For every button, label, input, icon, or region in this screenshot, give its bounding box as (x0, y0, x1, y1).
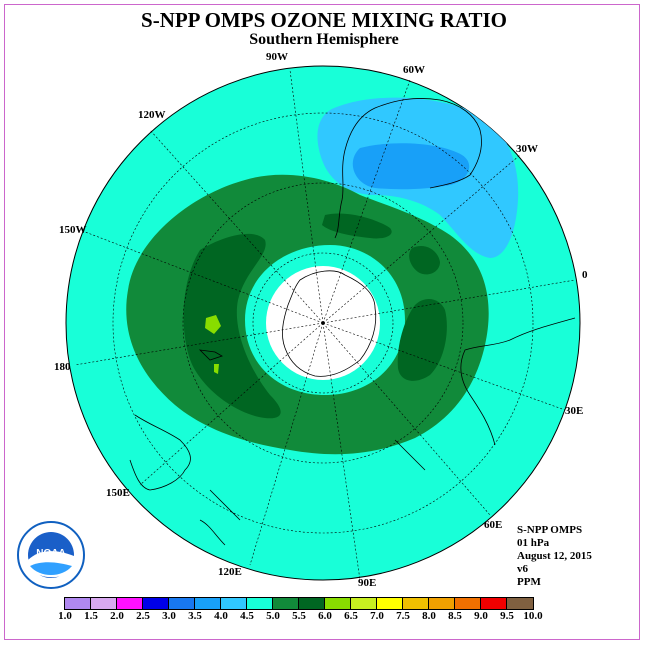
colorbar-swatch (247, 598, 273, 609)
map-title: S-NPP OMPS OZONE MIXING RATIO (141, 8, 507, 32)
lon-label-30w: 30W (516, 143, 538, 155)
lon-label-0: 0 (582, 269, 588, 281)
ozone-region-3-5 (352, 143, 470, 190)
colorbar-tick-label: 9.5 (500, 610, 514, 622)
south-pole-dot (321, 321, 325, 325)
noaa-logo-text: NOAA (36, 548, 65, 559)
coastline-islands (198, 349, 426, 546)
colorbar-tick-label: 9.0 (474, 610, 488, 622)
colorbar-swatch (91, 598, 117, 609)
info-units: PPM (517, 576, 541, 588)
figure-frame (4, 4, 640, 640)
coastline-south-america (334, 98, 482, 239)
colorbar-tick-label: 3.0 (162, 610, 176, 622)
colorbar-swatch (377, 598, 403, 609)
info-level: 01 hPa (517, 537, 550, 549)
colorbar-swatch (195, 598, 221, 609)
colorbar-tick-label: 7.0 (370, 610, 384, 622)
ozone-region-5-5-ne (409, 245, 440, 275)
colorbar-swatch (143, 598, 169, 609)
colorbar-tick-label: 5.5 (292, 610, 306, 622)
colorbar-swatch (169, 598, 195, 609)
meridian-lines (74, 69, 576, 581)
lon-label-150w: 150W (59, 224, 87, 236)
colorbar-swatch (351, 598, 377, 609)
colorbar-swatch (455, 598, 481, 609)
colorbar-tick-label: 4.0 (214, 610, 228, 622)
colorbar-tick-label: 4.5 (240, 610, 254, 622)
latitude-lines (112, 112, 534, 534)
colorbar-tick-label: 2.5 (136, 610, 150, 622)
lon-label-90e: 90E (358, 577, 376, 589)
colorbar-swatch (273, 598, 299, 609)
colorbar-swatch (65, 598, 91, 609)
colorbar-tick-label: 10.0 (523, 610, 543, 622)
colorbar-tick-label: 8.0 (422, 610, 436, 622)
colorbar-tick-label: 2.0 (110, 610, 124, 622)
colorbar-tick-label: 8.5 (448, 610, 462, 622)
coastline-antarctica (282, 270, 377, 377)
colorbar-tick-label: 6.5 (344, 610, 358, 622)
map-subtitle: Southern Hemisphere (249, 31, 399, 48)
lon-label-120e: 120E (218, 566, 242, 578)
colorbar (64, 597, 534, 610)
ozone-region-6-0-b (214, 364, 219, 374)
ozone-region-5-5-west (183, 233, 281, 419)
lon-label-120w: 120W (138, 109, 166, 121)
colorbar-tick-label: 5.0 (266, 610, 280, 622)
colorbar-tick-label: 6.0 (318, 610, 332, 622)
lon-label-30e: 30E (565, 405, 583, 417)
coastline-africa (460, 317, 576, 446)
lon-label-60e: 60E (484, 519, 502, 531)
lon-label-60w: 60W (403, 64, 425, 76)
colorbar-swatch (507, 598, 533, 609)
colorbar-swatch (403, 598, 429, 609)
colorbar-tick-label: 7.5 (396, 610, 410, 622)
info-version: v6 (517, 563, 528, 575)
lon-label-150e: 150E (106, 487, 130, 499)
colorbar-tick-label: 3.5 (188, 610, 202, 622)
colorbar-swatch (429, 598, 455, 609)
lon-label-180: 180 (54, 361, 71, 373)
ozone-region-5-5-north (322, 213, 392, 239)
colorbar-swatch (117, 598, 143, 609)
coastline-australia (129, 414, 191, 491)
info-block: S-NPP OMPS 01 hPa August 12, 2015 v6 PPM (517, 524, 592, 589)
colorbar-swatch (325, 598, 351, 609)
info-date: August 12, 2015 (517, 550, 592, 562)
colorbar-tick-label: 1.5 (84, 610, 98, 622)
colorbar-swatch (481, 598, 507, 609)
noaa-logo: NOAA (17, 521, 85, 589)
colorbar-tick-label: 1.0 (58, 610, 72, 622)
colorbar-swatch (299, 598, 325, 609)
lon-label-90w: 90W (266, 51, 288, 63)
ozone-region-5-5-east (397, 298, 447, 381)
colorbar-swatch (221, 598, 247, 609)
ozone-region-6-0-a (205, 315, 221, 334)
info-instrument: S-NPP OMPS (517, 524, 583, 536)
colorbar-ticks: 1.0 1.5 2.0 2.5 3.0 3.5 4.0 4.5 5.0 5.5 6.0 6.5 7.0 7… (0, 610, 648, 624)
